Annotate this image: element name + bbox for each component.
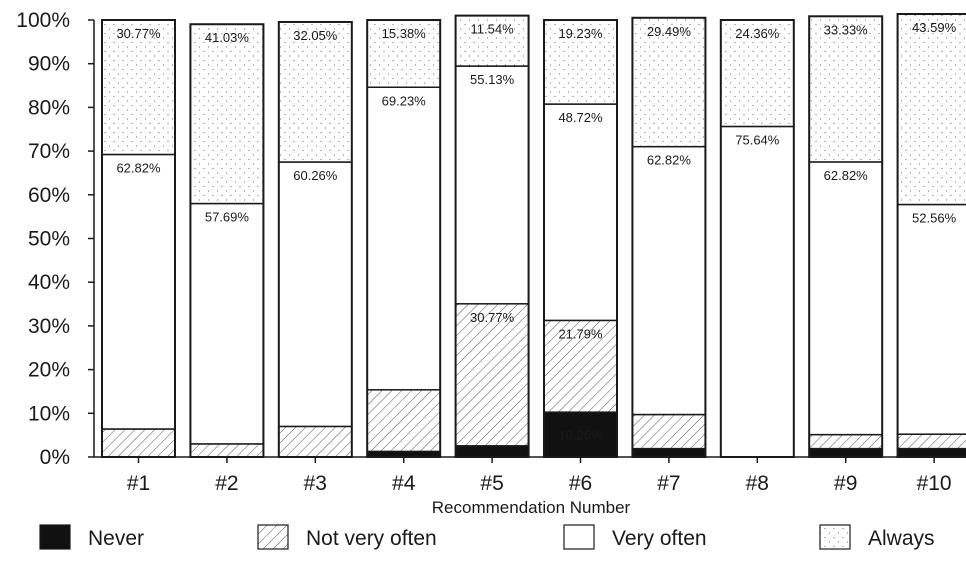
- legend-label: Never: [88, 527, 144, 550]
- y-axis: 0% 10% 20% 30% 40% 50% 60% 70% 80% 90% 100%: [16, 9, 95, 469]
- x-tick-label: #3: [304, 472, 327, 495]
- data-label: 32.05%: [293, 28, 338, 43]
- bar-segment-very-often: [543, 103, 618, 322]
- bars: [101, 13, 966, 459]
- bar-segment-always: [189, 23, 265, 205]
- bar-segment-always: [366, 19, 441, 89]
- data-label: 69.23%: [382, 93, 427, 108]
- y-tick-label: 10%: [28, 402, 70, 425]
- bar-segment-very-often: [631, 145, 707, 416]
- bar-segment-very-often: [896, 203, 966, 435]
- y-tick-label: 70%: [28, 140, 70, 163]
- y-tick-label: 100%: [16, 9, 70, 32]
- bar-segment-always: [278, 21, 353, 163]
- bar-segment-very-often: [808, 161, 883, 436]
- bar-segment-never: [454, 445, 530, 458]
- data-label: 19.23%: [558, 26, 603, 41]
- data-label: 24.36%: [735, 26, 780, 41]
- x-axis-title: Recommendation Number: [432, 498, 631, 517]
- bar-segment-not-very-often: [631, 413, 707, 450]
- legend-label: Always: [868, 527, 935, 550]
- bar-segment-very-often: [366, 86, 441, 391]
- bar-segment-not-very-often: [366, 389, 441, 453]
- bar-segment-never: [631, 447, 707, 458]
- x-tick-label: #8: [746, 472, 769, 495]
- bar-segment-not-very-often: [896, 433, 966, 450]
- x-tick-label: #7: [657, 472, 680, 495]
- x-tick-label: #2: [215, 472, 238, 495]
- y-tick-label: 30%: [28, 315, 70, 338]
- data-label: 21.79%: [558, 326, 603, 341]
- bar-segment-always: [454, 14, 530, 67]
- legend-swatch: [819, 524, 851, 550]
- bar-segment-very-often: [189, 202, 265, 445]
- x-axis: #1 #2 #3 #4 #5 #6 #7 #8 #9 #10: [94, 456, 966, 495]
- data-label: 62.82%: [824, 168, 869, 183]
- data-labels: 62.82% 30.77% 57.69% 41.03% 60.26% 32.05% 69.2…: [116, 20, 956, 443]
- bar-segment-very-often: [454, 65, 530, 305]
- bar-segment-always: [808, 15, 883, 163]
- bar-segment-never: [808, 447, 883, 458]
- data-label: 75.64%: [735, 132, 780, 147]
- data-label: 15.38%: [382, 26, 427, 41]
- x-tick-label: #5: [480, 472, 503, 495]
- bar-segment-very-often: [278, 161, 353, 428]
- legend-swatch: [39, 524, 71, 550]
- data-label: 60.26%: [293, 168, 338, 183]
- y-tick-label: 40%: [28, 271, 70, 294]
- y-tick-label: 80%: [28, 96, 70, 119]
- data-label: 33.33%: [824, 22, 869, 37]
- bar-segment-not-very-often: [454, 303, 530, 447]
- x-tick-label: #4: [392, 472, 416, 495]
- legend-swatch: [563, 524, 595, 550]
- data-label: 30.77%: [470, 310, 515, 325]
- legend-label: Not very often: [306, 527, 437, 550]
- bar-segment-always: [101, 19, 176, 156]
- x-tick-label: #6: [569, 472, 592, 495]
- y-tick-label: 50%: [28, 228, 70, 251]
- legend-swatch: [257, 524, 289, 550]
- bar-segment-always: [896, 13, 966, 206]
- bar-segment-not-very-often: [808, 433, 883, 450]
- data-label: 57.69%: [205, 210, 250, 225]
- data-label: 43.59%: [912, 20, 957, 35]
- bar-segment-never: [896, 447, 966, 458]
- x-tick-label: #9: [834, 472, 857, 495]
- data-label: 11.54%: [471, 22, 515, 37]
- data-label: 10.26%: [558, 428, 603, 443]
- bar-segment-always: [720, 19, 795, 128]
- x-tick-label: #10: [917, 472, 952, 495]
- data-label: 62.82%: [647, 153, 692, 168]
- bar-segment-very-often: [101, 153, 176, 430]
- legend-label: Very often: [612, 527, 707, 550]
- data-label: 52.56%: [912, 211, 957, 226]
- data-label: 48.72%: [558, 110, 603, 125]
- legend: Never Not very often Very often Always: [39, 524, 935, 550]
- y-tick-label: 60%: [28, 184, 70, 207]
- y-tick-label: 20%: [28, 359, 70, 382]
- bar-segment-not-very-often: [189, 443, 265, 458]
- bar-segment-not-very-often: [278, 425, 353, 458]
- data-label: 62.82%: [116, 160, 161, 175]
- bar-segment-always: [631, 17, 707, 148]
- x-tick-label: #1: [127, 472, 150, 495]
- y-tick-label: 90%: [28, 53, 70, 76]
- bar-segment-very-often: [720, 125, 795, 458]
- y-tick-label: 0%: [40, 446, 70, 469]
- data-label: 41.03%: [205, 30, 250, 45]
- data-label: 55.13%: [470, 72, 515, 87]
- data-label: 29.49%: [647, 24, 692, 39]
- bar-segment-not-very-often: [101, 428, 176, 458]
- data-label: 30.77%: [116, 26, 161, 41]
